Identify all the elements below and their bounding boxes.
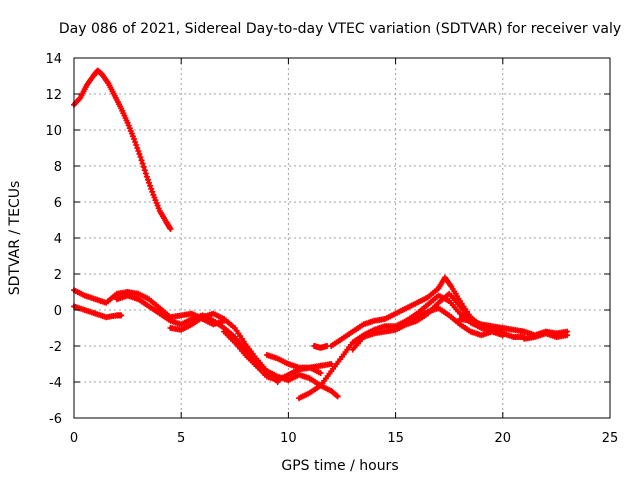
series-track-7 <box>263 352 335 371</box>
data-point <box>147 182 154 189</box>
y-tick-label: 6 <box>54 196 62 211</box>
x-tick-label: 20 <box>495 431 512 446</box>
y-tick-label: 4 <box>54 232 62 247</box>
series-track-5 <box>167 310 281 385</box>
x-tick-label: 10 <box>280 431 297 446</box>
x-tick-label: 0 <box>70 431 78 446</box>
y-tick-label: -4 <box>49 376 62 391</box>
data-point <box>317 370 324 376</box>
y-tick-label: 0 <box>54 304 62 319</box>
data-point <box>146 179 153 186</box>
x-tick-label: 25 <box>602 431 619 446</box>
data-point <box>132 139 139 145</box>
series-track-14 <box>521 330 571 342</box>
y-tick-label: 8 <box>54 160 62 175</box>
series-track-11 <box>349 290 485 353</box>
data-point <box>143 173 150 180</box>
data-point <box>334 393 341 400</box>
x-axis-label: GPS time / hours <box>281 458 398 474</box>
y-axis-label: SDTVAR / TECUs <box>7 181 23 296</box>
data-point <box>133 142 140 148</box>
data-series <box>71 67 571 402</box>
x-tick-label: 15 <box>387 431 404 446</box>
data-point <box>144 176 151 183</box>
series-track-3 <box>71 303 125 321</box>
x-tick-label: 5 <box>177 431 185 446</box>
data-point <box>140 163 147 170</box>
y-tick-label: -6 <box>49 412 62 427</box>
data-point <box>118 312 125 319</box>
data-point <box>142 170 149 177</box>
data-point <box>134 145 141 151</box>
chart-title: Day 086 of 2021, Sidereal Day-to-day VTE… <box>59 21 621 37</box>
data-point <box>139 160 146 167</box>
y-tick-label: -2 <box>49 340 62 355</box>
y-tick-label: 12 <box>45 88 62 103</box>
data-point <box>138 157 145 164</box>
data-point <box>333 392 340 399</box>
data-point <box>136 151 143 157</box>
grid-lines <box>74 58 610 418</box>
data-point <box>135 148 142 154</box>
data-point <box>148 185 155 192</box>
data-point <box>141 167 148 174</box>
series-track-8 <box>311 343 330 351</box>
data-point <box>149 188 156 195</box>
axis-ticks: 0 5 10 15 20 25 -6 -4 -2 0 2 4 6 8 10 12 14 <box>45 52 618 446</box>
data-point <box>328 361 335 367</box>
series-track-13 <box>456 316 571 339</box>
data-point <box>167 226 174 232</box>
data-point <box>564 332 571 339</box>
y-tick-label: 14 <box>45 52 62 67</box>
data-point <box>499 332 506 339</box>
y-tick-label: 10 <box>45 124 62 139</box>
y-tick-label: 2 <box>54 268 62 283</box>
data-point <box>137 154 144 160</box>
data-point <box>131 136 138 142</box>
